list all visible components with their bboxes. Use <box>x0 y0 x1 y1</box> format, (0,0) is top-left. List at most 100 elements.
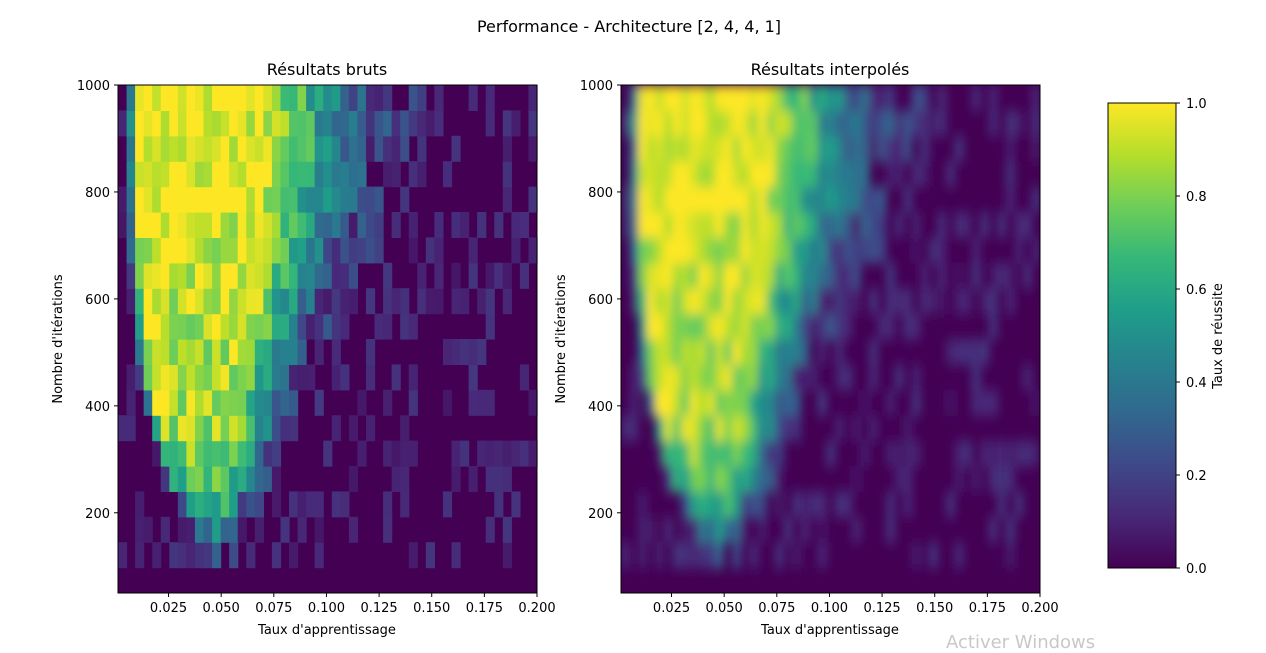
interpolated-heatmap-cell <box>732 389 742 416</box>
interpolated-heatmap-cell <box>646 161 656 188</box>
interpolated-heatmap-cell <box>766 262 776 289</box>
interpolated-heatmap-cell <box>911 85 921 111</box>
raw-heatmap-cell <box>408 237 418 264</box>
raw-heatmap-cell <box>229 262 239 289</box>
interpolated-heatmap-cell <box>817 161 827 188</box>
raw-heatmap-cell <box>306 161 316 188</box>
interpolated-heatmap-cell <box>766 85 776 111</box>
raw-heatmap-cell <box>229 440 239 467</box>
interpolated-heatmap-cell <box>715 516 725 543</box>
raw-heatmap-cell <box>348 110 359 137</box>
interpolated-heatmap-cell <box>680 161 691 188</box>
raw-heatmap-cell <box>160 237 170 264</box>
raw-heatmap-cell <box>254 135 264 162</box>
raw-heatmap-cell <box>135 85 145 111</box>
interpolated-heatmap-cell <box>903 415 913 442</box>
raw-heatmap-cell <box>177 186 188 213</box>
interpolated-heatmap-cell <box>792 85 802 111</box>
interpolated-heatmap-cell <box>757 161 767 188</box>
raw-heatmap-cell <box>400 466 410 492</box>
y-tick-label: 1000 <box>580 79 613 94</box>
interpolated-heatmap-cell <box>697 440 708 467</box>
interpolated-heatmap-cell <box>638 516 648 543</box>
raw-heatmap-cell <box>203 288 213 315</box>
raw-heatmap-cell <box>212 110 222 137</box>
raw-heatmap-cell <box>143 161 153 188</box>
raw-heatmap-cell <box>374 212 384 238</box>
raw-heatmap-cell <box>263 415 273 442</box>
interpolated-heatmap-cell <box>809 237 819 264</box>
interpolated-heatmap-cell <box>740 237 750 264</box>
raw-heatmap-cell <box>434 237 444 264</box>
interpolated-heatmap-cell <box>1005 440 1015 467</box>
raw-heatmap-cell <box>169 440 179 467</box>
raw-heatmap-cell <box>177 262 188 289</box>
raw-heatmap-cell <box>186 491 196 518</box>
raw-heatmap-cell <box>306 262 316 289</box>
raw-heatmap-cell <box>391 161 401 188</box>
raw-heatmap-cell <box>152 313 162 340</box>
interpolated-heatmap-cell <box>663 161 673 188</box>
raw-heatmap-cell <box>212 212 222 238</box>
raw-heatmap-cell <box>271 262 282 289</box>
raw-heatmap-cell <box>340 135 350 162</box>
interpolated-heatmap-cell <box>911 212 921 238</box>
raw-heatmap-cell <box>485 516 495 543</box>
raw-heatmap-cell <box>186 262 196 289</box>
interpolated-heatmap-cell <box>826 161 836 188</box>
raw-heatmap-cell <box>263 212 273 238</box>
raw-heatmap-cell <box>194 135 205 162</box>
raw-heatmap-cell <box>212 135 222 162</box>
raw-heatmap-cell <box>331 161 341 188</box>
raw-heatmap-cell <box>477 339 487 365</box>
raw-heatmap-cell <box>280 110 290 137</box>
interpolated-heatmap-cell <box>954 440 964 467</box>
interpolated-heatmap-cell <box>689 491 699 518</box>
raw-heatmap-cell <box>408 364 418 391</box>
raw-heatmap-cell <box>331 339 341 365</box>
interpolated-heatmap-cell <box>774 364 785 391</box>
x-tick-label: 0.050 <box>203 601 240 616</box>
interpolated-heatmap-cell <box>680 389 691 416</box>
interpolated-heatmap-cell <box>706 466 716 492</box>
raw-heatmap-cell <box>408 542 418 569</box>
raw-heatmap-cell <box>365 288 376 315</box>
raw-heatmap-cell <box>365 110 376 137</box>
raw-heatmap-cell <box>357 85 367 111</box>
raw-heatmap-cell <box>194 466 205 492</box>
raw-heatmap-cell <box>331 237 341 264</box>
raw-heatmap-cell <box>271 212 282 238</box>
raw-heatmap-cell <box>254 313 264 340</box>
interpolated-heatmap-cell <box>843 288 853 315</box>
raw-heatmap-cell <box>451 262 461 289</box>
interpolated-heatmap-cell <box>886 491 896 518</box>
raw-heatmap-cell <box>477 389 487 416</box>
interpolated-heatmap-cell <box>920 262 930 289</box>
interpolated-heatmap-cell <box>697 313 708 340</box>
interpolated-heatmap-cell <box>638 212 648 238</box>
interpolated-heatmap-cell <box>843 85 853 111</box>
interpolated-heatmap-cell <box>723 186 733 213</box>
raw-heatmap-cell <box>229 389 239 416</box>
figure-suptitle: Performance - Architecture [2, 4, 4, 1] <box>477 17 781 36</box>
raw-heatmap-cell <box>229 237 239 264</box>
interpolated-heatmap-cell <box>928 110 938 137</box>
interpolated-heatmap-cell <box>988 466 998 492</box>
raw-heatmap-cell <box>237 237 247 264</box>
raw-heatmap-cell <box>391 110 401 137</box>
interpolated-heatmap-cell <box>723 135 733 162</box>
raw-heatmap-cell <box>169 161 179 188</box>
interpolated-heatmap-cell <box>749 110 759 137</box>
raw-heatmap-cell <box>229 466 239 492</box>
interpolated-heatmap-cell <box>663 135 673 162</box>
interpolated-heatmap-cell <box>629 237 639 264</box>
raw-heatmap-cell <box>323 212 333 238</box>
raw-heatmap-cell <box>246 491 256 518</box>
interpolated-heatmap-cell <box>1005 516 1015 543</box>
interpolated-heatmap-cell <box>817 288 827 315</box>
interpolated-heatmap-cell <box>706 85 716 111</box>
raw-heatmap-cell <box>160 313 170 340</box>
interpolated-heatmap-cell <box>783 339 793 365</box>
raw-heatmap-cell <box>152 186 162 213</box>
raw-heatmap-cell <box>203 415 213 442</box>
